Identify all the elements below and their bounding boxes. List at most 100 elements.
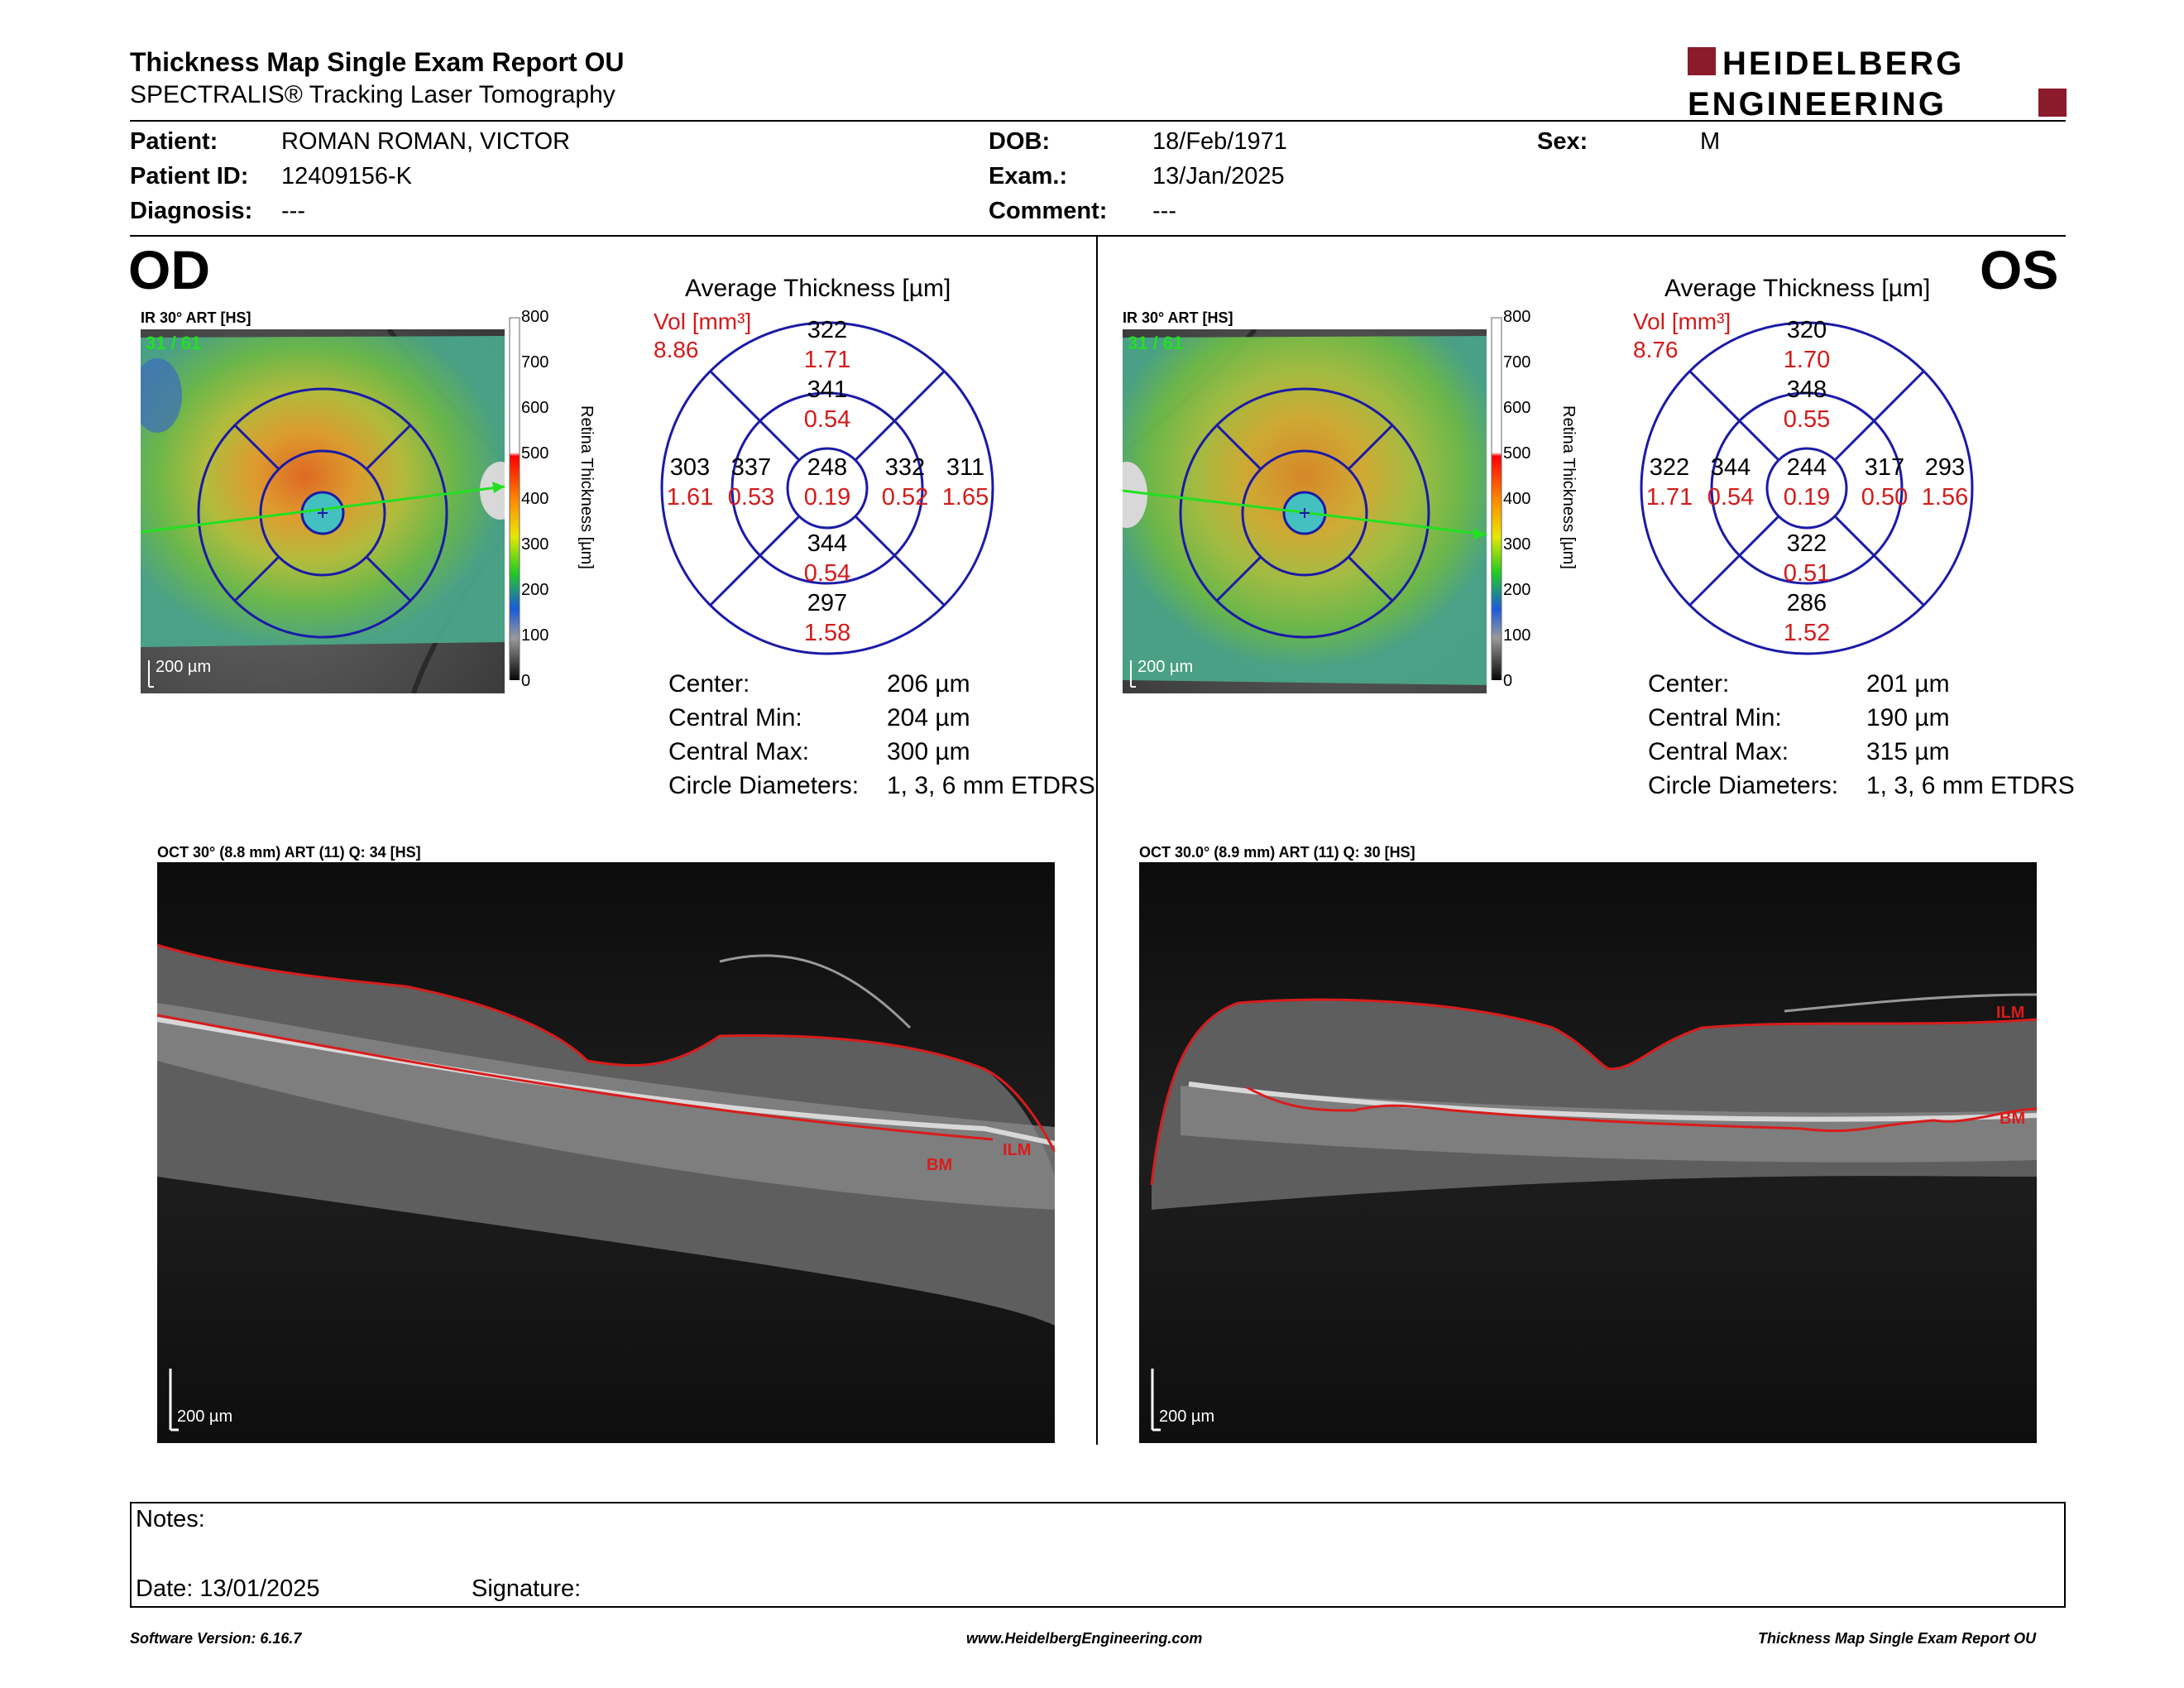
- os-tick-300: 300: [1503, 535, 1531, 554]
- od-ir-scale: 200 µm: [156, 658, 211, 676]
- os-central-max-value: 315 µm: [1866, 738, 1950, 765]
- od-central-max-value: 300 µm: [887, 738, 970, 765]
- os-inner-right-thickness: 317: [1865, 454, 1904, 481]
- report-title: Thickness Map Single Exam Report OU: [130, 47, 625, 77]
- od-center-volume: 0.19: [804, 484, 850, 511]
- os-outer-right-volume: 1.56: [1922, 484, 1968, 511]
- od-circle-diam-label: Circle Diameters:: [668, 772, 860, 799]
- od-tick-700: 700: [521, 353, 549, 372]
- os-center-volume: 0.19: [1784, 484, 1830, 511]
- od-oct-caption: OCT 30° (8.8 mm) ART (11) Q: 34 [HS]: [157, 844, 421, 861]
- od-inner-right-volume: 0.52: [882, 484, 928, 511]
- od-colorbar-label-text: Retina Thickness [µm]: [577, 405, 596, 569]
- od-vol-total: 8.86: [654, 337, 699, 362]
- os-outer-inf-thickness: 286: [1787, 590, 1827, 616]
- footer-website-link[interactable]: www.HeidelbergEngineering.com: [966, 1630, 1203, 1647]
- os-outer-left-thickness: 322: [1650, 454, 1689, 481]
- od-central-min-label: Central Min:: [668, 704, 802, 731]
- os-tick-0: 0: [1503, 672, 1513, 690]
- od-center-value: 206 µm: [887, 670, 970, 698]
- od-ir-fundus-image: 31 / 61 200 µm: [132, 328, 521, 694]
- os-tick-400: 400: [1503, 490, 1531, 508]
- patient-value: ROMAN ROMAN, VICTOR: [281, 128, 571, 155]
- os-colorbar-label: Retina Thickness [µm]: [1557, 405, 1578, 604]
- os-center-value: 201 µm: [1866, 670, 1950, 698]
- od-outer-inf-thickness: 297: [807, 590, 847, 616]
- os-ir-caption: IR 30° ART [HS]: [1123, 309, 1233, 326]
- footer-report-name: Thickness Map Single Exam Report OU: [1758, 1630, 2037, 1647]
- os-outer-sup-thickness: 320: [1787, 317, 1827, 343]
- od-center-thickness: 248: [807, 454, 847, 481]
- od-tick-400: 400: [521, 490, 549, 508]
- od-inner-sup-volume: 0.54: [804, 406, 850, 433]
- od-thickness-grid: Average Thickness [µm] Vol [mm³] 8.86 32…: [654, 266, 1084, 655]
- exam-label: Exam.:: [989, 163, 1068, 189]
- patient-label: Patient:: [130, 128, 218, 155]
- patient-divider: [130, 235, 2066, 237]
- od-avg-title: Average Thickness [µm]: [685, 275, 951, 302]
- os-thickness-grid: Average Thickness [µm] Vol [mm³] 8.76 32…: [1633, 266, 2063, 655]
- os-outer-sup-volume: 1.70: [1784, 347, 1830, 373]
- os-colorbar-label-text: Retina Thickness [µm]: [1559, 405, 1578, 569]
- od-tick-0: 0: [521, 672, 531, 690]
- sex-value: M: [1700, 128, 1721, 155]
- report-subtitle: SPECTRALIS® Tracking Laser Tomography: [130, 81, 615, 108]
- od-oct-bm-label: BM: [927, 1156, 952, 1174]
- od-outer-right-volume: 1.65: [942, 484, 989, 511]
- heidelberg-logo: HEIDELBERG ENGINEERING: [1688, 46, 2068, 122]
- logo-text-bottom: ENGINEERING: [1688, 86, 1947, 118]
- os-inner-left-thickness: 344: [1711, 454, 1751, 481]
- od-outer-left-volume: 1.61: [667, 484, 713, 511]
- os-outer-inf-volume: 1.52: [1784, 620, 1830, 646]
- sex-label: Sex:: [1537, 128, 1588, 155]
- os-center-label: Center:: [1648, 670, 1730, 698]
- diagnosis-label: Diagnosis:: [130, 198, 253, 224]
- os-ir-counter: 31 / 61: [1128, 333, 1183, 353]
- od-center-label: Center:: [668, 670, 750, 698]
- od-inner-sup-thickness: 341: [807, 376, 847, 403]
- os-tick-800: 800: [1503, 308, 1531, 326]
- od-outer-sup-volume: 1.71: [804, 347, 850, 373]
- os-tick-700: 700: [1503, 353, 1531, 372]
- os-outer-right-thickness: 293: [1925, 454, 1965, 481]
- od-inner-left-thickness: 337: [731, 454, 771, 481]
- dob-value: 18/Feb/1971: [1152, 128, 1287, 155]
- os-avg-title: Average Thickness [µm]: [1664, 275, 1930, 302]
- footer-software-version: Software Version: 6.16.7: [130, 1630, 302, 1647]
- notes-box[interactable]: [130, 1502, 2066, 1608]
- od-eye-label: OD: [128, 239, 210, 300]
- os-oct-caption: OCT 30.0° (8.9 mm) ART (11) Q: 30 [HS]: [1139, 844, 1415, 861]
- os-central-max-label: Central Max:: [1648, 738, 1789, 765]
- od-tick-600: 600: [521, 399, 549, 417]
- od-outer-right-thickness: 311: [946, 454, 984, 481]
- os-ir-scale: 200 µm: [1138, 658, 1193, 676]
- os-ir-fundus-image: 31 / 61 200 µm: [1106, 328, 1487, 693]
- od-inner-left-volume: 0.53: [728, 484, 774, 511]
- od-central-max-label: Central Max:: [668, 738, 810, 765]
- od-oct-scale: 200 µm: [177, 1407, 232, 1426]
- os-oct-bm-label: BM: [2000, 1110, 2025, 1128]
- os-inner-right-volume: 0.50: [1861, 484, 1908, 511]
- date-label: Date: 13/01/2025: [136, 1575, 320, 1602]
- od-outer-sup-thickness: 322: [807, 317, 847, 343]
- od-oct-bscan-image: ILM BM 200 µm: [156, 862, 1056, 1443]
- os-circle-diam-label: Circle Diameters:: [1648, 772, 1839, 799]
- os-inner-left-volume: 0.54: [1707, 484, 1754, 511]
- logo-text-top: HEIDELBERG: [1722, 46, 1964, 82]
- os-center-thickness: 244: [1787, 454, 1827, 481]
- signature-label: Signature:: [472, 1575, 582, 1602]
- header-divider: [130, 120, 2066, 122]
- od-vol-label: Vol [mm³]: [654, 309, 751, 334]
- exam-value: 13/Jan/2025: [1152, 163, 1285, 189]
- od-ir-counter: 31 / 61: [146, 333, 201, 353]
- comment-value: ---: [1152, 198, 1176, 224]
- od-outer-left-thickness: 303: [670, 454, 710, 481]
- os-oct-bscan-image: ILM BM 200 µm: [1139, 862, 2038, 1443]
- od-tick-200: 200: [521, 581, 549, 599]
- patient-id-value: 12409156-K: [281, 163, 413, 189]
- comment-label: Comment:: [989, 198, 1108, 224]
- os-tick-100: 100: [1503, 626, 1531, 645]
- os-inner-inf-thickness: 322: [1787, 530, 1827, 557]
- od-tick-500: 500: [521, 444, 549, 463]
- os-colorbar-ticks: 800 700 600 500 400 300 200 100 0: [1503, 308, 1553, 690]
